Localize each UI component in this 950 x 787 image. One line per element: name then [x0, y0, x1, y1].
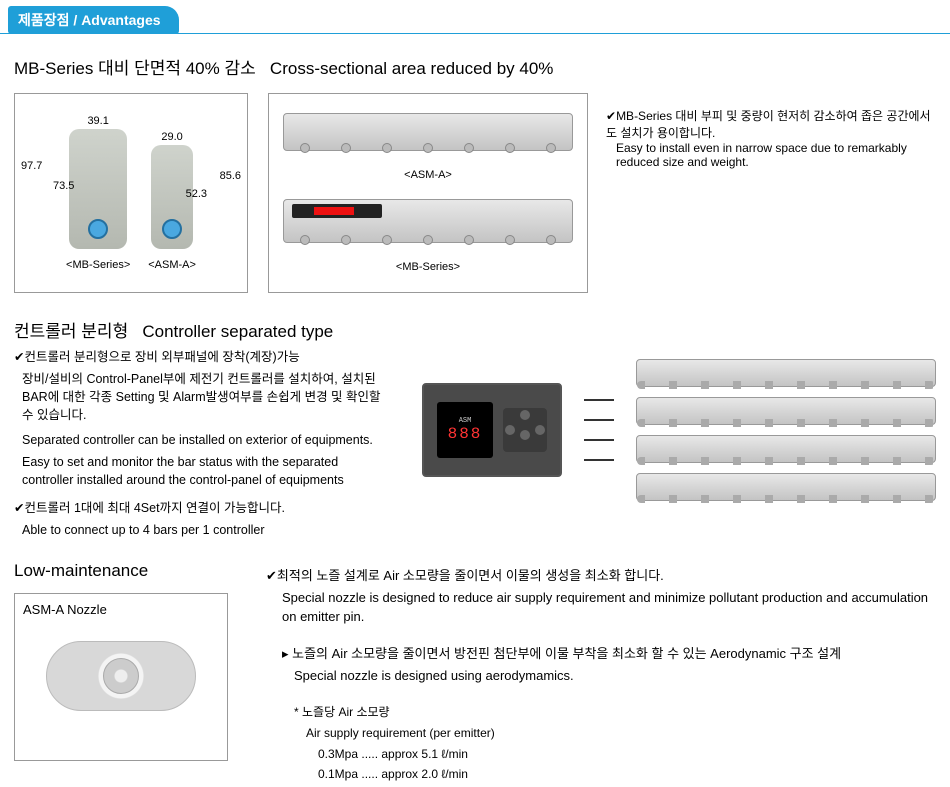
s2-title-en: Controller separated type [142, 322, 333, 341]
s2-p1: ✔컨트롤러 분리형으로 장비 외부패널에 장착(계장)가능 [14, 348, 382, 366]
s2-p5-text: 컨트롤러 1대에 최대 4Set까지 연결이 가능합니다. [24, 501, 285, 515]
nozzle-box: ASM-A Nozzle [14, 593, 228, 761]
nozzle-dots-mb [284, 235, 572, 245]
wire [584, 439, 614, 441]
s3-p2-en: Special nozzle is designed using aerodym… [266, 667, 936, 685]
section1-sidetext: ✔MB-Series 대비 부피 및 중량이 현저히 감소하여 좁은 공간에서도… [606, 93, 936, 293]
controller-brand: ASM [459, 417, 472, 425]
s3-p2-kr: 노즐의 Air 소모량을 줄이면서 방전핀 첨단부에 이물 부착을 최소화 할 … [292, 646, 841, 661]
section-cross-sectional: MB-Series 대비 단면적 40% 감소 Cross-sectional … [0, 34, 950, 293]
wire [584, 399, 614, 401]
section3-right: ✔최적의 노즐 설계로 Air 소모량을 줄이면서 이물의 생성을 최소화 합니… [248, 561, 936, 787]
bars-diagram-box: <ASM-A> <MB-Series> [268, 93, 588, 293]
s3-p1: ✔최적의 노즐 설계로 Air 소모량을 줄이면서 이물의 생성을 최소화 합니… [266, 567, 936, 585]
asm-height2-dim: 52.3 [186, 188, 207, 200]
asm-bar-illustration [283, 113, 573, 151]
asm-device-col: 29.0 <ASM-A> [148, 131, 196, 271]
controller-dpad [503, 408, 547, 452]
mb-device-col: 39.1 <MB-Series> [66, 115, 130, 271]
device-pair: 39.1 <MB-Series> 29.0 <ASM-A> [66, 115, 196, 271]
wire [584, 419, 614, 421]
s2-p3: Separated controller can be installed on… [14, 431, 382, 449]
asm-width-dim: 29.0 [161, 131, 182, 143]
section2-text: 컨트롤러 분리형 Controller separated type ✔컨트롤러… [14, 317, 382, 543]
s2-p2: 장비/설비의 Control-Panel부에 제전기 컨트롤러를 설치하여, 설… [14, 370, 382, 424]
ion-bar [636, 473, 936, 501]
bars-stack [636, 359, 936, 501]
mb-bar-illustration [283, 199, 573, 243]
asm-bar-caption: <ASM-A> [404, 169, 452, 181]
section1-title-kr: MB-Series 대비 단면적 40% 감소 [14, 59, 256, 78]
s2-p6: Able to connect up to 4 bars per 1 contr… [14, 521, 382, 539]
nozzle-dots [284, 143, 572, 153]
s3-p2: ▸ 노즐의 Air 소모량을 줄이면서 방전핀 첨단부에 이물 부착을 최소화 … [266, 645, 936, 663]
ion-bar [636, 359, 936, 387]
nozzle-illustration [46, 641, 196, 711]
asm-height-dim: 85.6 [220, 170, 241, 182]
s2-p5: ✔컨트롤러 1대에 최대 4Set까지 연결이 가능합니다. [14, 499, 382, 517]
section-controller: 컨트롤러 분리형 Controller separated type ✔컨트롤러… [0, 293, 950, 543]
section2-title: 컨트롤러 분리형 Controller separated type [14, 317, 382, 342]
s3-p3-l2: 0.1Mpa ..... approx 2.0 ℓ/min [266, 766, 936, 783]
asm-label: <ASM-A> [148, 259, 196, 271]
section1-title: MB-Series 대비 단면적 40% 감소 Cross-sectional … [14, 54, 936, 79]
dimension-diagram-box: 39.1 <MB-Series> 29.0 <ASM-A> 97.7 73.5 … [14, 93, 248, 293]
section-low-maintenance: Low-maintenance ASM-A Nozzle ✔최적의 노즐 설계로… [0, 543, 950, 787]
wires [584, 399, 614, 461]
ion-bar [636, 397, 936, 425]
section-header-tab: 제품장점 / Advantages [8, 6, 179, 34]
s2-p4: Easy to set and monitor the bar status w… [14, 453, 382, 489]
nozzle-label: ASM-A Nozzle [23, 602, 219, 617]
s3-p3-title: * 노즐당 Air 소모량 [266, 704, 936, 721]
mb-height-dim: 97.7 [21, 160, 42, 172]
section3-left: Low-maintenance ASM-A Nozzle [14, 561, 248, 787]
s3-p3-l1: 0.3Mpa ..... approx 5.1 ℓ/min [266, 746, 936, 763]
s3-p3-sub: Air supply requirement (per emitter) [266, 725, 936, 742]
controller-screen: ASM 888 [437, 402, 493, 458]
s2-p1-text: 컨트롤러 분리형으로 장비 외부패널에 장착(계장)가능 [24, 350, 299, 364]
s2-title-kr: 컨트롤러 분리형 [14, 322, 128, 341]
ion-bar [636, 435, 936, 463]
mb-device-shape [69, 129, 127, 249]
mb-bar-caption: <MB-Series> [396, 261, 460, 273]
s3-p1-en: Special nozzle is designed to reduce air… [266, 589, 936, 625]
mb-width-dim: 39.1 [87, 115, 108, 127]
controller-unit: ASM 888 [422, 383, 562, 477]
section1-row: 39.1 <MB-Series> 29.0 <ASM-A> 97.7 73.5 … [14, 93, 936, 293]
s3-p1-kr: 최적의 노즐 설계로 Air 소모량을 줄이면서 이물의 생성을 최소화 합니다… [277, 568, 664, 583]
wire [584, 459, 614, 461]
side-kr-text: MB-Series 대비 부피 및 중량이 현저히 감소하여 좁은 공간에서도 … [606, 109, 931, 140]
controller-diagram: ASM 888 [382, 317, 936, 543]
section1-title-en: Cross-sectional area reduced by 40% [270, 59, 553, 78]
side-kr: ✔MB-Series 대비 부피 및 중량이 현저히 감소하여 좁은 공간에서도… [606, 107, 936, 141]
side-en: Easy to install even in narrow space due… [606, 141, 936, 169]
mb-label: <MB-Series> [66, 259, 130, 271]
section3-title: Low-maintenance [14, 561, 248, 581]
controller-digits: 888 [448, 425, 483, 443]
mb-height2-dim: 73.5 [53, 180, 74, 192]
